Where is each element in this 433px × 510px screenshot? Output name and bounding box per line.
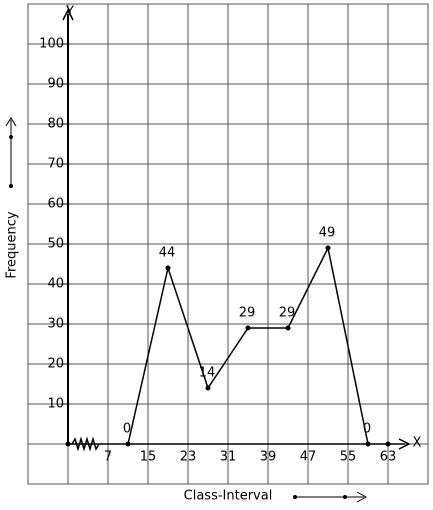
arrow-dot xyxy=(9,135,13,139)
axes: Y X Frequency Class-Interval xyxy=(5,5,422,504)
x-tick-label: 47 xyxy=(300,450,317,465)
data-point xyxy=(285,325,291,331)
x-tick-label: 7 xyxy=(104,450,112,465)
origin-dot xyxy=(65,441,71,447)
y-tick-label: 40 xyxy=(47,277,64,292)
x-tick-label: 63 xyxy=(380,450,397,465)
x-tick-label: 15 xyxy=(140,450,157,465)
x-tick-label: 31 xyxy=(220,450,237,465)
data-label: 14 xyxy=(199,366,216,381)
y-axis-label: Frequency xyxy=(5,211,20,278)
axis-break xyxy=(71,436,100,452)
data-point xyxy=(165,265,171,271)
x-axis-name: X xyxy=(413,436,422,451)
data-label: 29 xyxy=(279,306,296,321)
y-tick-label: 90 xyxy=(47,77,64,92)
data-point xyxy=(205,385,211,391)
y-label-arrowhead xyxy=(5,117,17,127)
data-point xyxy=(125,441,131,447)
series-line xyxy=(127,245,369,445)
y-arrow xyxy=(62,8,74,21)
plot-border xyxy=(27,3,429,485)
y-tick-label: 30 xyxy=(47,317,64,332)
x-arrow xyxy=(398,438,411,450)
data-point xyxy=(365,441,371,447)
grid xyxy=(28,4,428,484)
data-label: 0 xyxy=(123,422,131,437)
data-point xyxy=(325,245,331,251)
data-label: 44 xyxy=(159,246,176,261)
y-tick-label: 70 xyxy=(47,157,64,172)
data-label: 49 xyxy=(319,226,336,241)
y-tick-label: 50 xyxy=(47,237,64,252)
arrow-dot xyxy=(9,184,13,188)
x-tick-label: 23 xyxy=(180,450,197,465)
data-label: 29 xyxy=(239,306,256,321)
y-axis-name: Y xyxy=(65,5,74,20)
y-tick-label: 20 xyxy=(47,357,64,372)
y-tick-label: 10 xyxy=(47,397,64,412)
arrow-dot xyxy=(343,495,347,499)
x-label-arrowhead xyxy=(356,491,368,503)
data-point xyxy=(245,325,251,331)
x-axis-label: Class-Interval xyxy=(184,489,273,504)
x-tick-label: 39 xyxy=(260,450,277,465)
y-tick-label: 60 xyxy=(47,197,64,212)
x-tick-label: 55 xyxy=(340,450,357,465)
axis-dot xyxy=(385,441,391,447)
y-tick-label: 100 xyxy=(39,37,64,52)
data-label: 0 xyxy=(363,422,371,437)
arrow-dot xyxy=(293,495,297,499)
y-tick-label: 80 xyxy=(47,117,64,132)
